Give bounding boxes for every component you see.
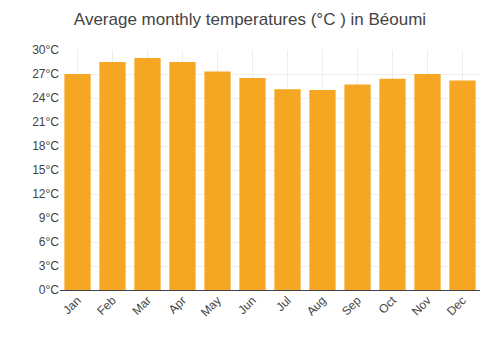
svg-text:Oct: Oct	[376, 293, 400, 317]
svg-text:6°C: 6°C	[39, 235, 59, 249]
svg-text:30°C: 30°C	[32, 43, 59, 57]
svg-text:Jul: Jul	[273, 293, 294, 314]
svg-text:Nov: Nov	[409, 293, 434, 318]
svg-text:3°C: 3°C	[39, 259, 59, 273]
svg-text:Dec: Dec	[444, 293, 469, 318]
svg-text:21°C: 21°C	[32, 115, 59, 129]
svg-text:12°C: 12°C	[32, 187, 59, 201]
svg-text:May: May	[198, 293, 224, 319]
svg-text:Sep: Sep	[339, 293, 364, 318]
svg-text:18°C: 18°C	[32, 139, 59, 153]
svg-text:9°C: 9°C	[39, 211, 59, 225]
svg-text:Average monthly temperatures (: Average monthly temperatures (°C ) in Bé…	[74, 10, 426, 29]
svg-text:Jan: Jan	[60, 293, 84, 317]
svg-text:27°C: 27°C	[32, 67, 59, 81]
svg-text:15°C: 15°C	[32, 163, 59, 177]
svg-text:Mar: Mar	[129, 293, 154, 318]
svg-text:Apr: Apr	[166, 293, 189, 316]
svg-text:0°C: 0°C	[39, 283, 59, 297]
svg-text:Jun: Jun	[235, 293, 259, 317]
svg-text:Feb: Feb	[94, 293, 119, 318]
svg-text:Aug: Aug	[304, 293, 329, 318]
svg-text:24°C: 24°C	[32, 91, 59, 105]
